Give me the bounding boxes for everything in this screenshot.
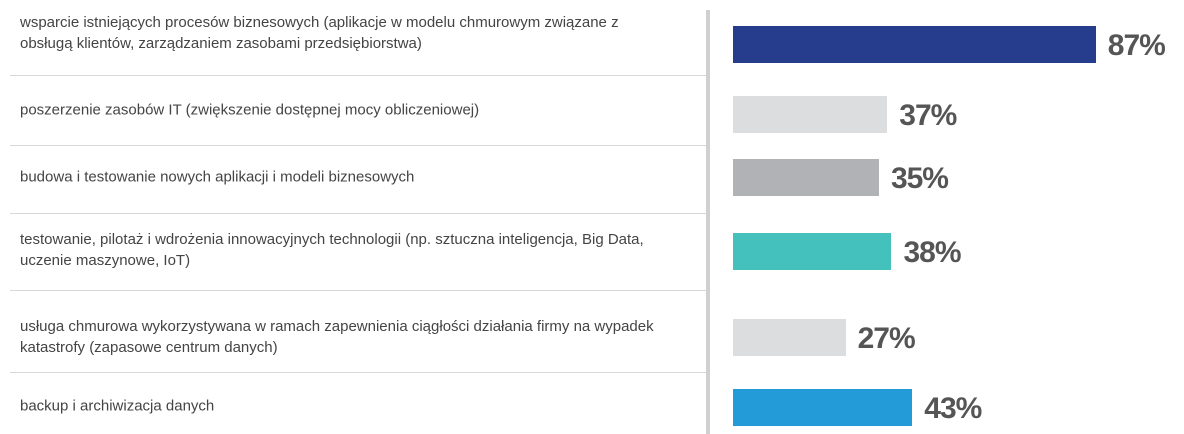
value-label: 43%: [924, 392, 982, 425]
category-label: wsparcie istniejących procesów biznesowy…: [20, 14, 619, 52]
row-separator: [10, 213, 706, 214]
category-label: poszerzenie zasobów IT (zwiększenie dost…: [20, 101, 480, 119]
value-label: 37%: [899, 99, 957, 132]
row-separator: [10, 145, 706, 146]
category-label: testowanie, pilotaż i wdrożenia innowacy…: [20, 231, 644, 269]
divider: [706, 10, 710, 434]
row-separator: [10, 290, 706, 291]
category-label: budowa i testowanie nowych aplikacji i m…: [20, 168, 415, 186]
value-label: 35%: [890, 162, 949, 195]
bar: [733, 389, 913, 426]
category-label: usługa chmurowa wykorzystywana w ramach …: [20, 318, 654, 356]
category-label: backup i archiwizacja danych: [20, 397, 215, 415]
bar: [733, 26, 1096, 63]
bar: [733, 233, 892, 270]
row-separator: [10, 75, 706, 76]
bar: [733, 159, 879, 196]
value-label: 27%: [857, 322, 916, 355]
bar: [733, 96, 888, 133]
bar: [733, 319, 846, 356]
row-separator: [10, 372, 706, 373]
value-label: 38%: [903, 236, 961, 269]
value-label: 87%: [1107, 29, 1166, 62]
